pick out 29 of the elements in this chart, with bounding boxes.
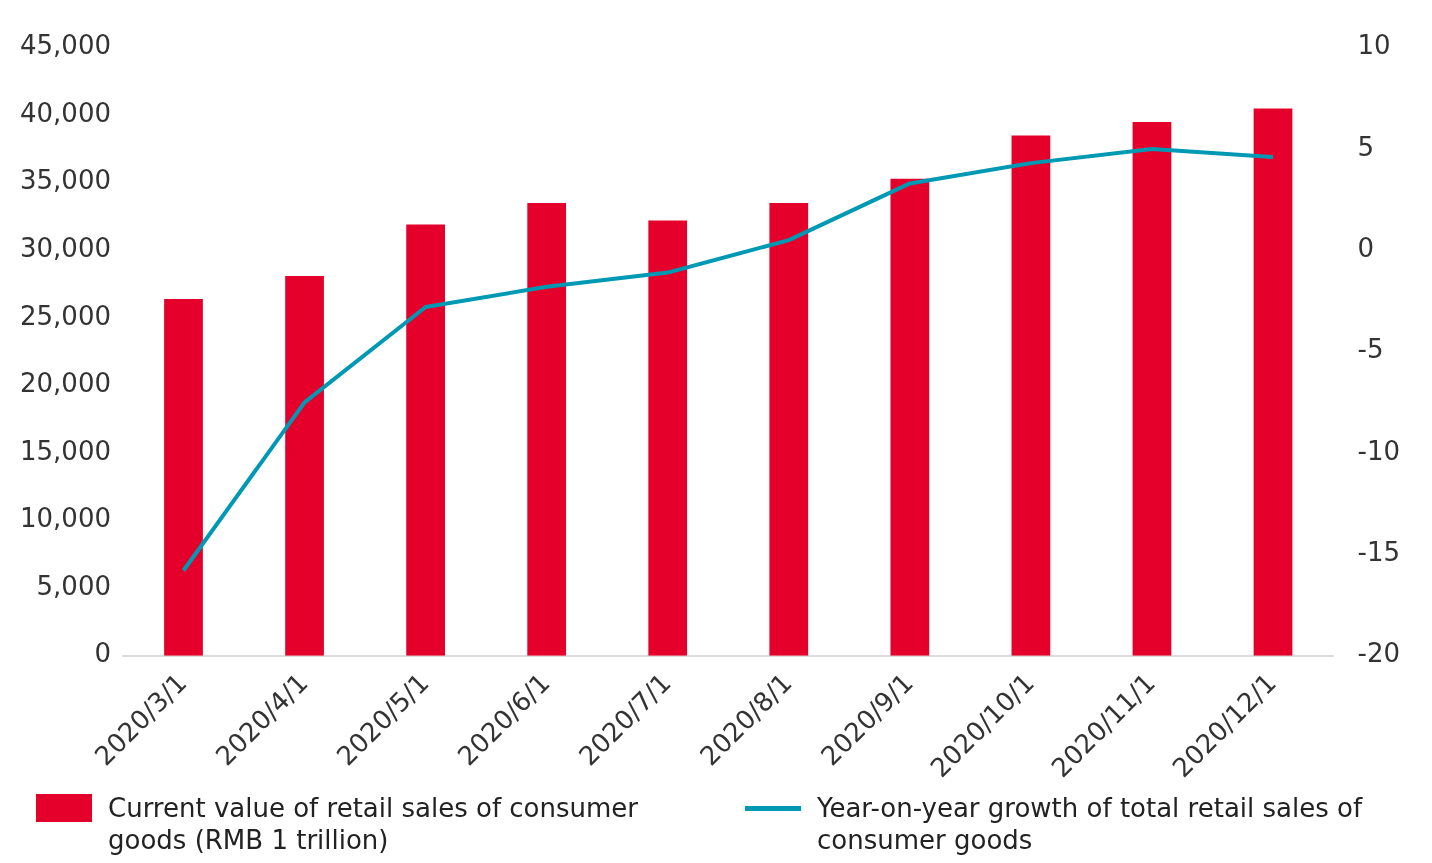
y-tick-label: 25,000 <box>19 300 111 331</box>
legend-label: Current value of retail sales of consumer goods (RMB 1 trillion) <box>108 792 640 856</box>
y2-tick-label: 5 <box>1357 131 1375 162</box>
y2-tick-label: -20 <box>1357 638 1400 669</box>
legend-label: Year-on-year growth of total retail sales of consumer goods <box>817 792 1364 856</box>
y2-tick-label: 0 <box>1357 233 1375 264</box>
bar <box>527 203 567 656</box>
y-tick-label: 45,000 <box>19 30 111 61</box>
y-tick-label: 0 <box>94 638 111 669</box>
bar <box>1253 108 1293 656</box>
y2-tick-label: -10 <box>1357 435 1400 466</box>
bar <box>890 178 930 656</box>
bar <box>1011 135 1051 656</box>
y-tick-label: 5,000 <box>36 570 111 601</box>
y-tick-label: 15,000 <box>19 435 111 466</box>
bar <box>164 298 203 656</box>
y-tick-label: 20,000 <box>19 368 111 399</box>
y-tick-label: 30,000 <box>19 233 111 264</box>
bar <box>648 220 688 656</box>
y-tick-label: 10,000 <box>19 503 111 534</box>
bar <box>406 224 445 656</box>
y-tick-label: 35,000 <box>19 165 111 196</box>
y2-tick-label: -5 <box>1357 334 1384 365</box>
bar <box>1132 121 1172 656</box>
y2-tick-label: 10 <box>1357 30 1391 61</box>
y2-tick-label: -15 <box>1357 537 1400 568</box>
bar <box>769 203 809 656</box>
y-tick-label: 40,000 <box>19 97 111 128</box>
bar <box>285 275 324 656</box>
